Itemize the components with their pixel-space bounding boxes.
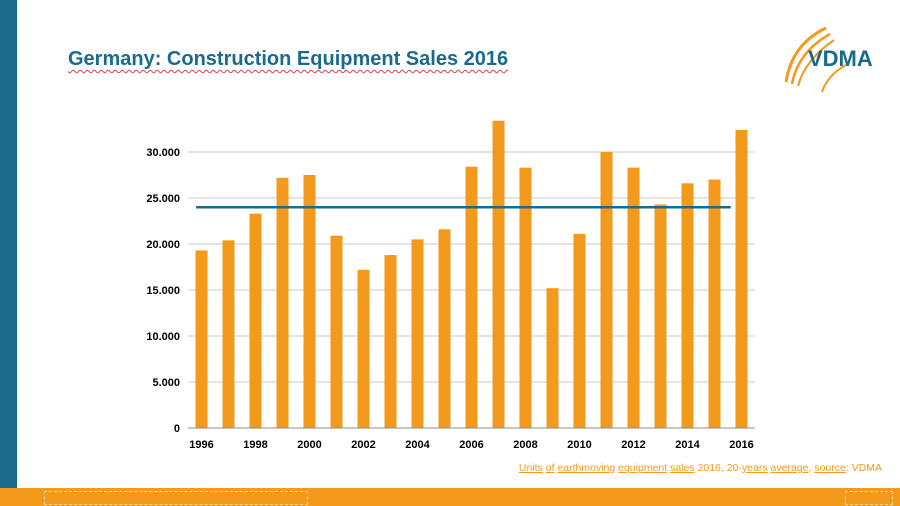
bar-2002: [357, 269, 370, 428]
x-axis-labels: 1996 1998 2000 2002 2004 2006 2008 2010 2012 2014…: [189, 439, 753, 451]
x-tick-label: 2010: [567, 439, 591, 451]
caption-part: sales: [670, 462, 695, 474]
bar-1999: [276, 177, 289, 428]
bar-2011: [600, 152, 613, 428]
x-tick-label: 2012: [621, 439, 645, 451]
x-tick-label: 2004: [405, 439, 430, 451]
bar-2001: [330, 235, 343, 428]
bar-2005: [438, 229, 451, 428]
bar-2008: [519, 167, 532, 428]
bars: [195, 120, 748, 429]
caption-part: : VDMA: [845, 462, 882, 474]
bar-2004: [411, 239, 424, 428]
caption-part: of: [545, 462, 555, 474]
caption-part: years: [741, 462, 768, 474]
footer-placeholder-left: [44, 491, 308, 505]
bar-2012: [627, 167, 640, 428]
y-tick-label: 20.000: [146, 239, 180, 251]
x-tick-label: 2002: [351, 439, 375, 451]
y-tick-label: 25.000: [146, 193, 180, 205]
y-tick-label: 30.000: [146, 147, 180, 159]
x-tick-label: 2014: [675, 439, 700, 451]
bar-2006: [465, 166, 478, 428]
bar-1996: [195, 250, 208, 428]
caption-part: earthmoving: [557, 462, 616, 474]
caption-part: equipment: [618, 462, 668, 474]
bar-2014: [681, 183, 694, 428]
caption-part: 2016, 20-: [694, 462, 742, 474]
slide-title: Germany: Construction Equipment Sales 20…: [68, 48, 509, 70]
y-tick-label: 0: [174, 423, 180, 435]
caption-part: average: [770, 462, 809, 474]
bar-2016: [735, 129, 748, 429]
y-tick-label: 5.000: [152, 377, 180, 389]
caption-part: source: [814, 462, 846, 474]
x-tick-label: 2000: [297, 439, 321, 451]
bar-2013: [654, 204, 667, 428]
y-axis-labels: 0 5.000 10.000 15.000 20.000 25.000 30.000: [146, 147, 180, 435]
y-tick-label: 10.000: [146, 331, 180, 343]
x-tick-label: 2008: [513, 439, 537, 451]
vdma-logo-icon: [784, 26, 849, 93]
x-tick-label: 2006: [459, 439, 483, 451]
bar-2000: [303, 175, 316, 428]
footer-placeholder-right: [845, 491, 893, 505]
bottom-accent-bar: [0, 488, 900, 506]
bar-2010: [573, 233, 586, 428]
bar-1998: [249, 213, 262, 428]
chart-caption: Units of earthmoving equipment sales 201…: [519, 462, 882, 474]
bar-2015: [708, 179, 721, 428]
bar-2009: [546, 288, 559, 428]
x-tick-label: 1998: [243, 439, 267, 451]
bar-1997: [222, 240, 235, 428]
caption-part: ,: [808, 462, 815, 474]
caption-part: Units: [518, 462, 543, 474]
bar-2007: [492, 120, 505, 428]
x-tick-label: 2016: [729, 439, 753, 451]
bar-2003: [384, 255, 397, 428]
logo-text: VDMA: [808, 46, 873, 71]
left-accent-bar: [0, 0, 17, 490]
y-tick-label: 15.000: [146, 285, 180, 297]
x-tick-label: 1996: [189, 439, 213, 451]
